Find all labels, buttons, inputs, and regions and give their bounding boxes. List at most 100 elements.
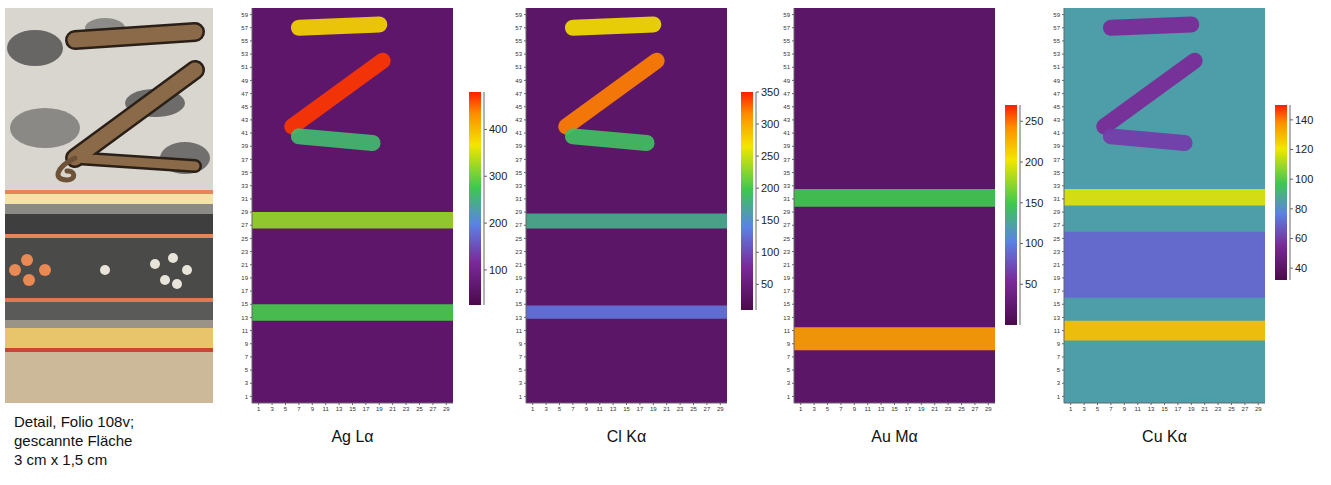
svg-text:3: 3 (812, 406, 816, 412)
svg-text:27: 27 (783, 222, 790, 228)
svg-text:25: 25 (958, 406, 965, 412)
svg-text:39: 39 (515, 143, 522, 149)
svg-text:15: 15 (515, 301, 522, 307)
svg-text:3: 3 (787, 380, 791, 386)
svg-text:41: 41 (1053, 130, 1060, 136)
svg-text:13: 13 (878, 406, 885, 412)
svg-text:33: 33 (515, 183, 522, 189)
svg-text:3: 3 (544, 406, 548, 412)
svg-text:37: 37 (241, 157, 248, 163)
svg-text:47: 47 (241, 91, 248, 97)
svg-text:29: 29 (717, 406, 724, 412)
svg-text:29: 29 (783, 209, 790, 215)
svg-text:11: 11 (1135, 406, 1142, 412)
svg-text:51: 51 (241, 64, 248, 70)
svg-text:23: 23 (403, 406, 410, 412)
svg-text:21: 21 (931, 406, 938, 412)
svg-text:43: 43 (1053, 117, 1060, 123)
svg-text:47: 47 (783, 91, 790, 97)
svg-text:33: 33 (241, 183, 248, 189)
svg-text:53: 53 (1053, 51, 1060, 57)
svg-text:51: 51 (515, 64, 522, 70)
svg-text:37: 37 (515, 157, 522, 163)
svg-text:31: 31 (1053, 196, 1060, 202)
svg-text:19: 19 (515, 275, 522, 281)
svg-text:21: 21 (241, 262, 248, 268)
svg-text:120: 120 (1295, 143, 1313, 155)
svg-text:27: 27 (704, 406, 711, 412)
svg-text:57: 57 (1053, 25, 1060, 31)
svg-text:41: 41 (783, 130, 790, 136)
svg-text:21: 21 (783, 262, 790, 268)
svg-text:5: 5 (787, 367, 791, 373)
svg-text:19: 19 (1188, 406, 1195, 412)
svg-text:19: 19 (241, 275, 248, 281)
svg-text:1: 1 (799, 406, 803, 412)
svg-text:11: 11 (1054, 328, 1061, 334)
svg-text:23: 23 (1215, 406, 1222, 412)
svg-text:5: 5 (1057, 367, 1061, 373)
svg-text:5: 5 (1096, 406, 1100, 412)
svg-text:25: 25 (416, 406, 423, 412)
svg-text:7: 7 (245, 354, 249, 360)
svg-text:35: 35 (783, 170, 790, 176)
svg-text:19: 19 (376, 406, 383, 412)
svg-text:3: 3 (1057, 380, 1061, 386)
svg-text:13: 13 (1148, 406, 1155, 412)
svg-text:150: 150 (1025, 197, 1043, 209)
svg-text:7: 7 (571, 406, 575, 412)
svg-text:41: 41 (515, 130, 522, 136)
svg-text:49: 49 (241, 78, 248, 84)
svg-text:17: 17 (1175, 406, 1182, 412)
svg-text:1: 1 (1057, 394, 1061, 400)
svg-text:15: 15 (891, 406, 898, 412)
svg-text:17: 17 (363, 406, 370, 412)
svg-text:25: 25 (515, 236, 522, 242)
svg-text:59: 59 (515, 12, 522, 18)
svg-text:45: 45 (783, 104, 790, 110)
svg-text:100: 100 (1295, 173, 1313, 185)
svg-text:35: 35 (515, 170, 522, 176)
svg-text:80: 80 (1295, 203, 1307, 215)
svg-text:49: 49 (1053, 78, 1060, 84)
svg-text:27: 27 (515, 222, 522, 228)
svg-text:23: 23 (783, 249, 790, 255)
svg-text:29: 29 (985, 406, 992, 412)
svg-text:15: 15 (783, 301, 790, 307)
svg-text:5: 5 (826, 406, 830, 412)
svg-text:150: 150 (761, 214, 779, 226)
svg-text:140: 140 (1295, 114, 1313, 126)
svg-text:47: 47 (1053, 91, 1060, 97)
svg-text:49: 49 (783, 78, 790, 84)
svg-text:57: 57 (241, 25, 248, 31)
svg-text:45: 45 (1053, 104, 1060, 110)
svg-text:27: 27 (430, 406, 437, 412)
svg-text:19: 19 (650, 406, 657, 412)
svg-text:7: 7 (297, 406, 301, 412)
svg-text:21: 21 (663, 406, 670, 412)
svg-text:9: 9 (1123, 406, 1127, 412)
svg-text:21: 21 (389, 406, 396, 412)
svg-text:3: 3 (1082, 406, 1086, 412)
svg-text:39: 39 (1053, 143, 1060, 149)
svg-text:25: 25 (241, 236, 248, 242)
svg-text:5: 5 (284, 406, 288, 412)
svg-text:1: 1 (245, 394, 249, 400)
svg-text:100: 100 (489, 264, 507, 276)
svg-text:31: 31 (783, 196, 790, 202)
svg-text:55: 55 (783, 38, 790, 44)
svg-text:11: 11 (865, 406, 872, 412)
svg-text:21: 21 (1053, 262, 1060, 268)
svg-text:9: 9 (1057, 341, 1061, 347)
svg-text:25: 25 (1228, 406, 1235, 412)
svg-text:33: 33 (1053, 183, 1060, 189)
svg-text:39: 39 (783, 143, 790, 149)
svg-text:1: 1 (1069, 406, 1073, 412)
svg-text:15: 15 (1053, 301, 1060, 307)
svg-text:400: 400 (489, 123, 507, 135)
svg-text:45: 45 (241, 104, 248, 110)
svg-text:7: 7 (1109, 406, 1113, 412)
svg-text:59: 59 (783, 12, 790, 18)
svg-text:9: 9 (245, 341, 249, 347)
svg-text:11: 11 (784, 328, 791, 334)
